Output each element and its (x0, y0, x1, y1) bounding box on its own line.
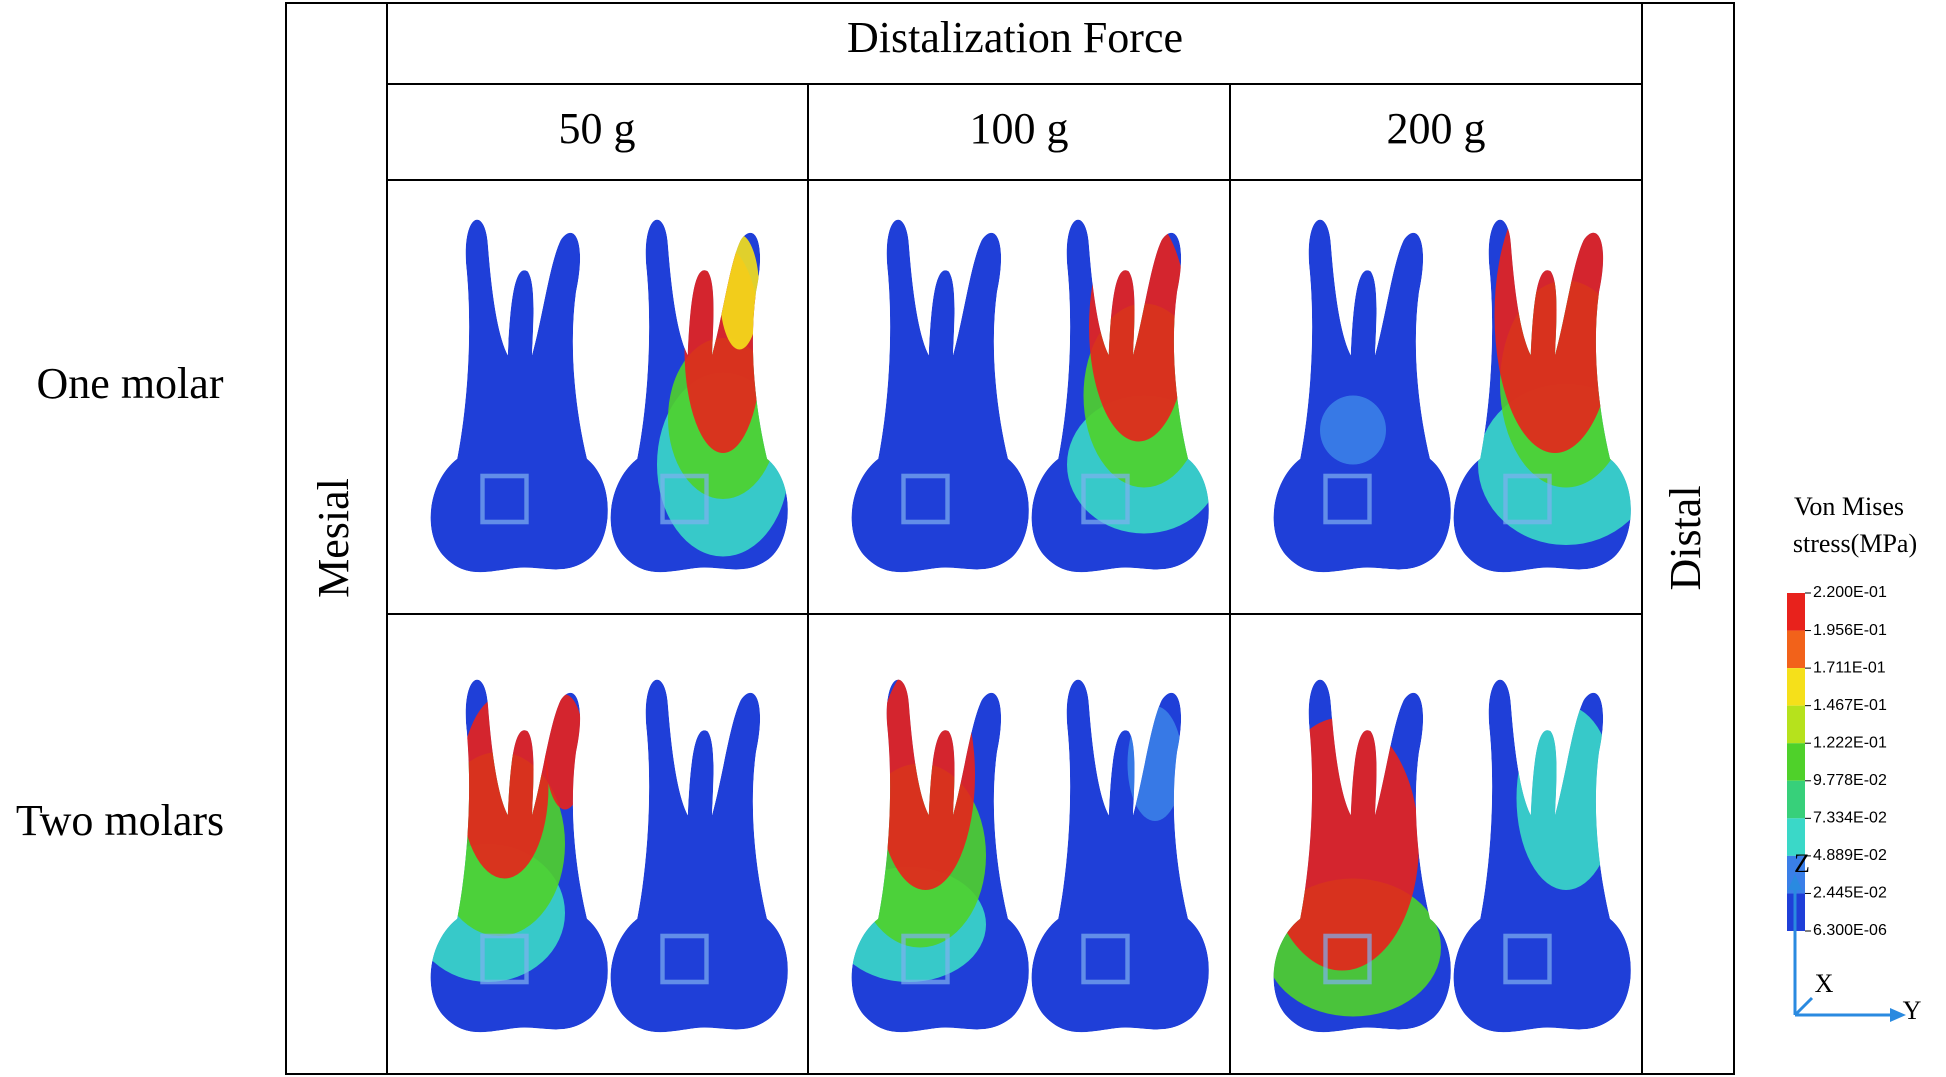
crown-mark (660, 473, 709, 525)
stress-region (1089, 219, 1189, 442)
stress-region (876, 679, 976, 890)
tooth-image (610, 219, 788, 573)
stress-region (1320, 395, 1386, 465)
legend-band (1787, 630, 1805, 669)
legend-band (1787, 593, 1805, 631)
legend-label: 6.300E-06 (1813, 922, 1887, 939)
crown-mark (1081, 473, 1130, 525)
crown-mark (660, 933, 709, 985)
axis-triad (1788, 874, 1906, 1022)
tooth-image (851, 679, 1029, 1033)
crown-mark (901, 933, 950, 985)
tooth-image (610, 679, 788, 1033)
row-label: One molar (37, 359, 224, 408)
crown-mark (1081, 933, 1130, 985)
crown-mark (1323, 933, 1372, 985)
legend-label: 2.445E-02 (1813, 885, 1887, 902)
tooth-image (1031, 679, 1209, 1033)
tooth (610, 679, 788, 1033)
stress-region (1273, 717, 1420, 971)
tooth-image (430, 679, 608, 1033)
legend-band (1787, 743, 1805, 781)
legend-title: stress(MPa) (1793, 529, 1917, 558)
legend-label: 1.467E-01 (1813, 697, 1887, 714)
legend-title: Von Mises (1794, 492, 1904, 521)
legend-band (1787, 668, 1805, 706)
stress-region (460, 694, 549, 879)
stress-region (545, 694, 585, 810)
crown-mark (480, 473, 529, 525)
stress-images (430, 219, 1631, 1033)
tooth-image (430, 219, 608, 573)
crown-mark (480, 933, 529, 985)
tooth-image (1453, 219, 1631, 573)
tooth-image (1273, 219, 1451, 573)
column-label: 200 g (1387, 104, 1486, 153)
legend-band (1787, 705, 1805, 744)
tooth-image (851, 219, 1029, 573)
stress-region (719, 234, 760, 350)
tooth-image (1273, 679, 1451, 1033)
stress-region (1516, 706, 1616, 890)
column-label: 100 g (970, 104, 1069, 153)
axis-label: Z (1794, 849, 1810, 878)
legend: Von Mises stress(MPa) 2.200E-01 1.956E-01… (1787, 492, 1917, 939)
legend-label: 4.889E-02 (1813, 847, 1887, 864)
tooth (1273, 219, 1451, 573)
legend-label: 7.334E-02 (1813, 810, 1887, 827)
stress-region (1494, 219, 1616, 453)
tooth (1031, 679, 1209, 1033)
side-label: Distal (1661, 485, 1710, 590)
stress-region (1127, 706, 1183, 821)
legend-label: 1.222E-01 (1813, 734, 1887, 751)
legend-label: 9.778E-02 (1813, 772, 1887, 789)
tooth-image (1453, 679, 1631, 1033)
crown-mark (901, 473, 950, 525)
axis-label: Y (1903, 996, 1922, 1025)
table (285, 2, 1735, 1075)
side-label: Mesial (309, 478, 358, 598)
tooth-image (1031, 219, 1209, 573)
header-title: Distalization Force (847, 13, 1183, 62)
legend-label: 1.711E-01 (1813, 659, 1886, 676)
crown-mark (1323, 473, 1372, 525)
crown-mark (1503, 933, 1552, 985)
crown-mark (1503, 473, 1552, 525)
legend-band (1787, 818, 1805, 856)
tooth (851, 219, 1029, 573)
row-label: Two molars (16, 796, 224, 845)
axis-label: X (1815, 969, 1834, 998)
tooth (430, 219, 608, 573)
legend-label: 1.956E-01 (1813, 622, 1887, 639)
legend-label: 2.200E-01 (1813, 584, 1887, 601)
column-label: 50 g (559, 104, 636, 153)
legend-band (1787, 780, 1805, 819)
